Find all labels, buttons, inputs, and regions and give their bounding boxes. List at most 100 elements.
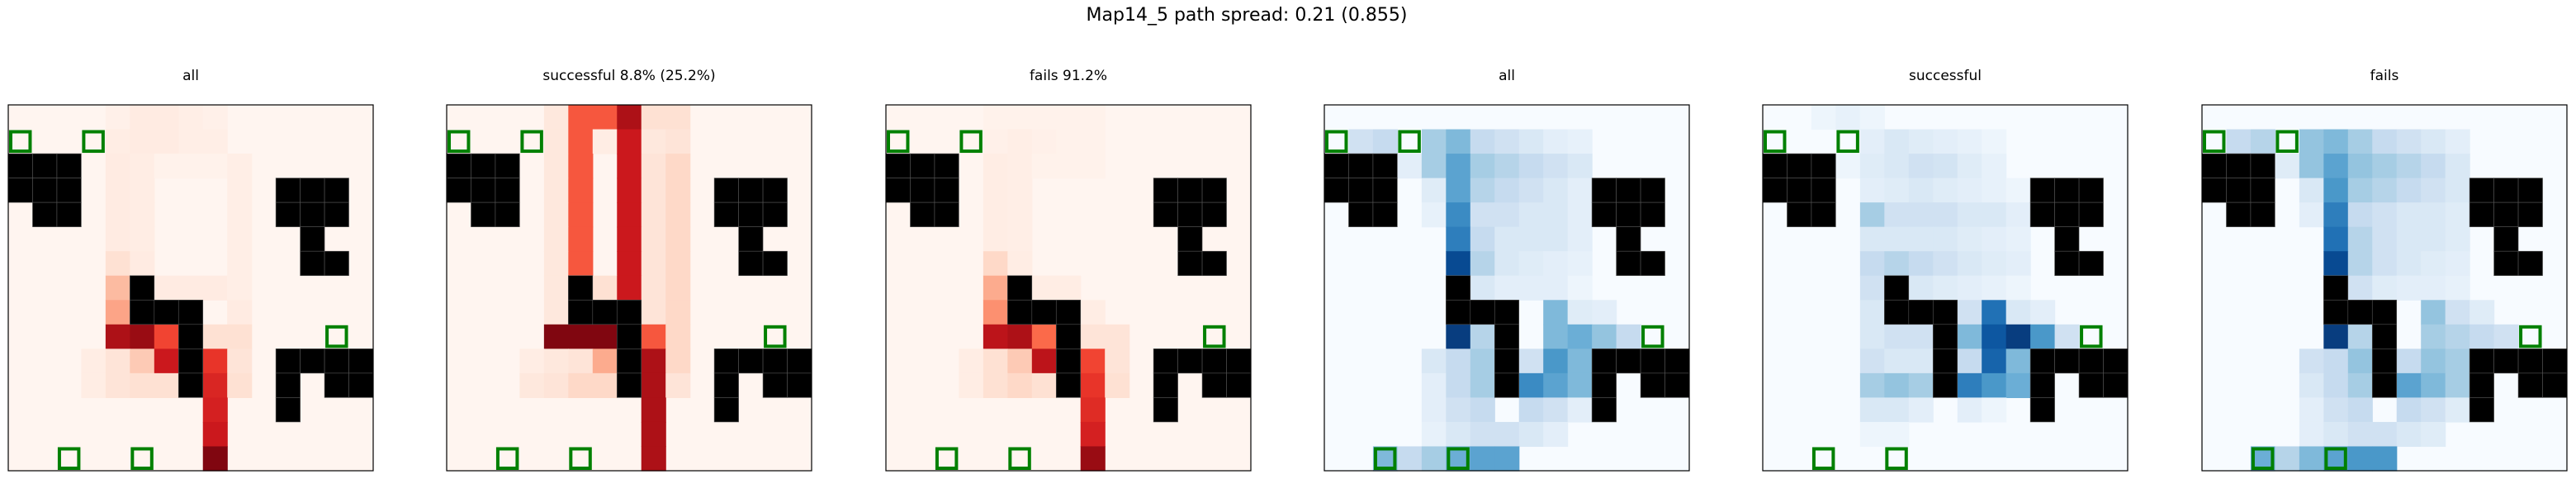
heat-cell [1080, 349, 1106, 374]
wall-cell [2029, 349, 2055, 374]
heat-cell [1859, 154, 1885, 179]
wall-cell [2078, 372, 2104, 398]
wall-cell [2078, 178, 2104, 203]
heat-cell [543, 226, 569, 252]
heat-cell [81, 349, 107, 374]
heat-cell [641, 275, 666, 301]
heat-cell [130, 324, 155, 349]
wall-cell [910, 202, 935, 227]
heat-cell [2493, 324, 2519, 349]
heat-cell [1494, 202, 1520, 228]
heat-cell [1884, 251, 1910, 277]
heat-cell [2421, 251, 2446, 277]
goal-marker [1811, 447, 1835, 470]
heat-cell [1446, 324, 1471, 349]
wall-cell [1153, 372, 1178, 398]
heat-cell [641, 202, 666, 228]
heat-cell [1982, 178, 2007, 203]
heat-cell [1957, 397, 1982, 423]
wall-cell [2029, 372, 2055, 398]
wall-cell [300, 250, 325, 277]
wall-cell [300, 202, 325, 227]
heat-cell [519, 372, 545, 398]
heat-cell [1543, 324, 1569, 349]
heat-cell [2372, 446, 2398, 472]
heat-cell [1446, 421, 1471, 448]
wall-cell [713, 372, 739, 398]
goal-marker [1885, 447, 1908, 470]
heat-cell [983, 251, 1008, 277]
wall-cell [446, 153, 471, 178]
heat-cell [2445, 349, 2470, 374]
heat-cell [1835, 154, 1861, 179]
heat-cell [1397, 446, 1423, 472]
heat-cell [665, 154, 691, 179]
heat-cell [1933, 154, 1958, 179]
wall-cell [616, 372, 642, 398]
heat-cell [1835, 105, 1861, 130]
heat-cell [983, 349, 1008, 374]
goal-marker [2251, 447, 2275, 470]
heat-cell [1518, 154, 1544, 179]
heat-cell [1908, 397, 1934, 423]
heat-cell [2445, 154, 2470, 179]
wall-cell [713, 397, 739, 423]
heat-cell [1105, 324, 1130, 349]
wall-cell [1640, 202, 1665, 227]
heat-cell [1494, 421, 1520, 448]
heat-cell [1421, 349, 1447, 374]
heat-cell [2372, 129, 2398, 154]
panel-title: successful [1909, 68, 1982, 84]
wall-cell [1811, 153, 1836, 178]
wall-cell [1324, 153, 1349, 178]
wall-cell [300, 178, 325, 203]
heat-cell [983, 324, 1008, 349]
heat-cell [543, 154, 569, 179]
heat-cell [2445, 226, 2470, 252]
heat-cell [227, 178, 253, 203]
heat-cell [105, 202, 130, 228]
wall-cell [1201, 372, 1227, 398]
heat-cell [1007, 129, 1033, 154]
wall-cell [1324, 178, 1349, 203]
heat-cell [2347, 275, 2373, 301]
wall-cell [2371, 349, 2398, 374]
heat-cell [2445, 202, 2470, 228]
heat-cell [1884, 324, 1910, 349]
heat-cell [1543, 300, 1569, 325]
wall-cell [1226, 349, 1252, 374]
heat-cell [2421, 324, 2446, 349]
panel-title: fails 91.2% [1030, 68, 1107, 84]
heat-cell [665, 251, 691, 277]
wall-cell [471, 178, 496, 203]
heat-cell [1616, 324, 1641, 349]
wall-cell [762, 349, 788, 374]
heat-cell [227, 202, 253, 228]
heat-cell [665, 300, 691, 325]
wall-cell [787, 372, 812, 398]
heat-cell [130, 349, 155, 374]
heat-cell [202, 446, 228, 472]
heat-cell [592, 275, 618, 301]
heat-cell [2299, 397, 2324, 423]
heat-cell [543, 251, 569, 277]
wall-cell [300, 226, 325, 252]
heat-cell [2396, 154, 2422, 179]
wall-cell [713, 349, 739, 374]
heat-cell [1957, 178, 1982, 203]
wall-cell [2078, 349, 2104, 374]
wall-cell [324, 372, 349, 398]
wall-cell [1153, 178, 1178, 203]
wall-cell [1616, 349, 1641, 374]
goal-marker [1325, 130, 1348, 154]
wall-cell [2469, 372, 2494, 398]
heat-cell [1494, 226, 1520, 252]
heat-cell [1446, 349, 1471, 374]
wall-cell [934, 153, 959, 178]
heat-cell [1982, 251, 2007, 277]
wall-cell [1348, 202, 1374, 227]
wall-cell [178, 299, 204, 325]
heat-cell [1982, 202, 2007, 228]
heat-cell [1446, 178, 1471, 203]
heat-cell [617, 178, 642, 203]
